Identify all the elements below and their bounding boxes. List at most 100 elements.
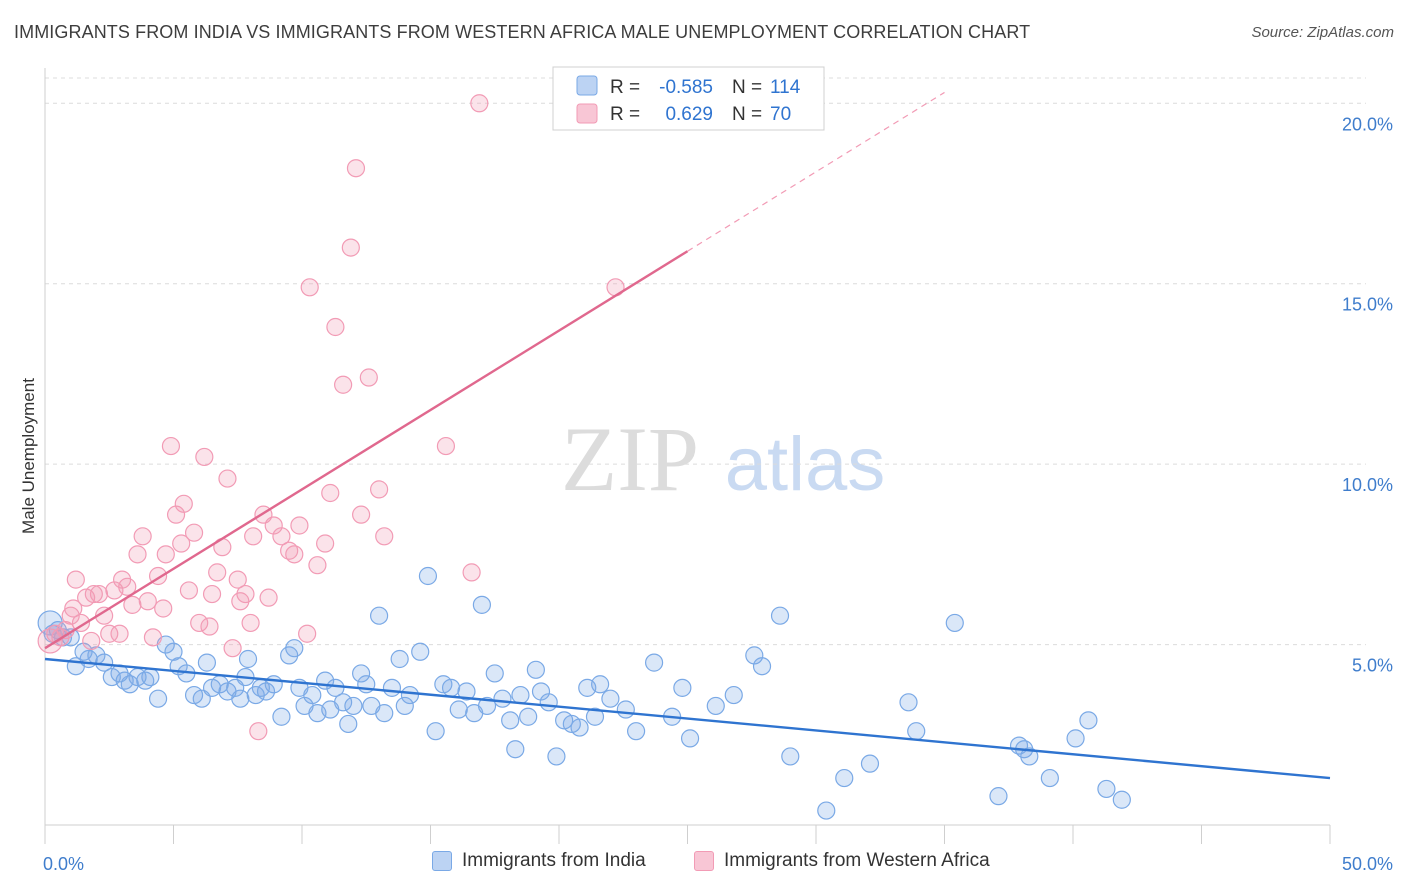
india-point	[334, 693, 353, 712]
india-point	[1040, 768, 1059, 788]
india-point	[493, 689, 512, 708]
western-africa-point	[272, 527, 291, 546]
india-point	[148, 689, 168, 708]
legend-item-western-africa[interactable]: Immigrants from Western Africa	[694, 850, 990, 872]
chart-title: IMMIGRANTS FROM INDIA VS IMMIGRANTS FROM…	[14, 22, 1031, 42]
western-africa-point	[100, 624, 119, 643]
watermark: ZIP atlas	[561, 408, 885, 510]
gridlines	[45, 77, 1366, 646]
western-africa-point	[298, 624, 317, 643]
western-africa-point	[341, 238, 360, 257]
western-africa-point	[190, 613, 209, 633]
axes	[44, 68, 1331, 844]
india-point	[375, 704, 394, 723]
india-point	[441, 678, 461, 697]
india-point	[472, 595, 491, 614]
legend-item-india[interactable]: Immigrants from India	[432, 850, 646, 872]
western-africa-point	[154, 599, 173, 618]
western-africa-point	[174, 494, 193, 513]
y-tick-label: 15.0%	[1342, 295, 1393, 315]
western-africa-point	[290, 516, 309, 535]
india-point	[382, 678, 402, 697]
india-point	[899, 693, 918, 712]
western-africa-point	[462, 563, 481, 582]
india-point	[449, 700, 468, 719]
western-africa-point	[326, 317, 345, 337]
western-africa-swatch	[576, 103, 598, 124]
india-point	[272, 707, 291, 726]
india-point	[907, 722, 926, 741]
data-points	[37, 94, 1131, 820]
y-tick-label: 5.0%	[1352, 656, 1393, 676]
india-point	[418, 566, 438, 586]
western-africa-point	[308, 556, 327, 575]
western-africa-point	[370, 480, 389, 499]
western-africa-point	[470, 94, 489, 113]
india-r-label: R =	[610, 77, 640, 98]
india-point	[860, 754, 880, 773]
western-africa-point	[82, 631, 101, 651]
india-point	[477, 696, 497, 716]
india-point	[680, 729, 700, 748]
western-africa-point	[346, 159, 366, 178]
india-point	[264, 675, 283, 694]
india-point	[285, 639, 304, 658]
india-point	[395, 696, 414, 716]
india-point	[817, 801, 836, 820]
series-legend: Immigrants from India Immigrants from We…	[0, 850, 1406, 880]
watermark-zip: ZIP	[561, 408, 699, 510]
india-point	[644, 653, 664, 672]
india-point	[411, 642, 430, 661]
india-point	[526, 660, 545, 679]
western-africa-point	[321, 483, 340, 503]
western-africa-point	[195, 447, 214, 467]
india-point	[770, 606, 790, 625]
western-africa-point	[118, 577, 137, 596]
western-africa-point	[172, 534, 191, 553]
western-africa-point	[202, 584, 222, 604]
india-swatch	[576, 75, 598, 96]
india-point	[457, 682, 476, 701]
western-africa-point	[143, 628, 163, 647]
india-point	[256, 682, 276, 701]
legend-india-swatch	[432, 851, 452, 871]
india-point	[616, 700, 635, 719]
india-point	[344, 696, 363, 716]
western-africa-point	[200, 617, 219, 636]
india-point	[303, 685, 322, 705]
western-africa-point	[84, 584, 103, 604]
western-africa-point	[375, 527, 394, 546]
india-point	[238, 649, 258, 669]
india-point	[724, 685, 743, 705]
western-africa-point	[208, 563, 227, 582]
legend-western-africa-swatch	[694, 851, 714, 871]
western-africa-point	[66, 570, 85, 589]
india-point	[120, 675, 139, 694]
trend-lines	[44, 91, 1331, 780]
western-africa-point	[316, 534, 335, 553]
western-africa-r-value: 0.629	[665, 104, 713, 125]
india-point	[591, 675, 610, 694]
western-africa-point	[244, 527, 263, 546]
western-africa-point	[133, 527, 152, 546]
india-point	[835, 768, 854, 788]
india-point	[501, 711, 520, 730]
x-tick-label-min: 0.0%	[43, 854, 84, 874]
western-africa-point	[285, 545, 304, 564]
india-point	[1066, 729, 1085, 748]
india-point	[141, 667, 160, 687]
india-point	[989, 787, 1008, 806]
stats-legend-box	[552, 66, 825, 131]
india-trend-line	[44, 657, 1331, 780]
india-point	[781, 747, 800, 766]
india-point	[506, 740, 525, 759]
india-point	[400, 685, 420, 705]
western-africa-point	[436, 436, 456, 456]
india-point	[1112, 790, 1131, 809]
india-point	[231, 689, 250, 708]
western-africa-point	[161, 436, 181, 456]
y-axis-label: Male Unemployment	[19, 378, 38, 534]
western-africa-trend-line	[44, 250, 689, 650]
western-africa-n-value: 70	[770, 104, 791, 125]
